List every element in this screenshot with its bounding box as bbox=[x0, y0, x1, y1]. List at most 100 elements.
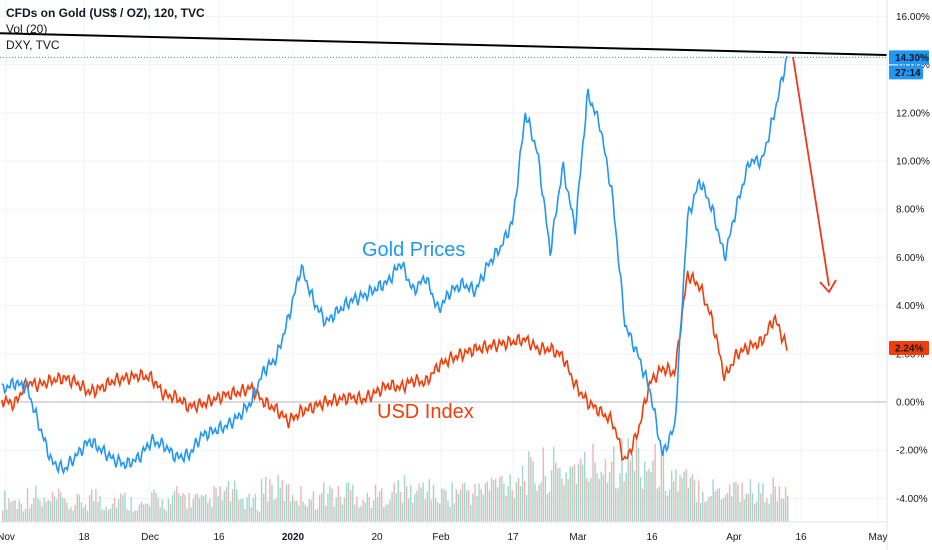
volume-bar bbox=[397, 480, 400, 522]
x-tick-label: 16 bbox=[795, 532, 807, 543]
volume-bar bbox=[24, 508, 27, 522]
symbol-legend[interactable]: CFDs on Gold (US$ / OZ), 120, TVC bbox=[6, 6, 205, 20]
compare-legend[interactable]: DXY, TVC bbox=[6, 38, 60, 52]
volume-bar bbox=[542, 447, 544, 522]
volume-legend[interactable]: Vol (20) bbox=[6, 22, 48, 36]
volume-bar bbox=[476, 496, 478, 522]
volume-bar bbox=[453, 503, 455, 522]
volume-bar bbox=[784, 486, 787, 522]
usd-index-line bbox=[1, 270, 788, 462]
volume-bar bbox=[271, 484, 273, 522]
volume-bar bbox=[509, 474, 511, 522]
volume-bar bbox=[12, 500, 14, 522]
volume-bar bbox=[720, 499, 723, 522]
volume-bar bbox=[751, 493, 754, 522]
volume-bar bbox=[399, 491, 402, 522]
volume-bar bbox=[76, 493, 78, 522]
x-tick-label: Dec bbox=[141, 532, 159, 543]
volume-bar bbox=[155, 492, 157, 522]
volume-bar bbox=[559, 467, 561, 522]
volume-bar bbox=[660, 447, 663, 522]
volume-bar bbox=[726, 492, 729, 522]
volume-bar bbox=[374, 484, 377, 522]
volume-bar bbox=[200, 494, 203, 522]
volume-bar bbox=[749, 479, 752, 522]
volume-bar bbox=[20, 503, 23, 522]
volume-bar bbox=[64, 498, 66, 522]
volume-bar bbox=[650, 471, 652, 522]
volume-bar bbox=[741, 482, 743, 522]
volume-bar bbox=[47, 499, 49, 522]
volume-bar bbox=[631, 453, 634, 522]
volume-bar bbox=[526, 495, 528, 522]
volume-bar bbox=[753, 504, 756, 522]
usd-index-annotation: USD Index bbox=[377, 401, 474, 423]
volume-bar bbox=[644, 461, 646, 522]
volume-bar bbox=[445, 490, 447, 522]
volume-bar bbox=[523, 480, 526, 522]
volume-bar bbox=[248, 493, 250, 522]
volume-bar bbox=[714, 491, 716, 522]
volume-bar bbox=[26, 488, 29, 522]
volume-bar bbox=[536, 490, 538, 522]
volume-bar bbox=[639, 477, 642, 522]
volume-bar bbox=[387, 504, 389, 522]
volume-bar bbox=[244, 508, 246, 522]
volume-bar bbox=[347, 482, 350, 522]
volume-bar bbox=[521, 465, 524, 522]
volume-bar bbox=[246, 497, 248, 522]
volume-bar bbox=[88, 495, 91, 522]
volume-bar bbox=[424, 499, 426, 522]
volume-bar bbox=[175, 486, 178, 522]
volume-bar bbox=[515, 482, 518, 522]
volume-bar bbox=[633, 470, 636, 522]
volume-bar bbox=[538, 484, 540, 522]
volume-bar bbox=[546, 494, 549, 522]
volume-bar bbox=[410, 484, 412, 522]
volume-bar bbox=[451, 482, 453, 522]
volume-bar bbox=[107, 509, 110, 522]
trend-line bbox=[0, 32, 888, 56]
volume-bar bbox=[74, 504, 76, 522]
volume-bar bbox=[331, 488, 333, 522]
volume-bar bbox=[320, 492, 323, 522]
volume-bar bbox=[151, 492, 153, 522]
volume-bar bbox=[700, 502, 702, 522]
volume-bar bbox=[671, 470, 673, 522]
volume-bar bbox=[165, 511, 168, 522]
volume-bar bbox=[211, 507, 213, 522]
volume-bar bbox=[130, 497, 132, 522]
volume-bar bbox=[55, 499, 58, 522]
volume-bar bbox=[105, 506, 107, 522]
volume-bar bbox=[681, 477, 683, 522]
volume-bar bbox=[739, 501, 741, 522]
volume-bar bbox=[550, 470, 553, 522]
volume-bar bbox=[277, 475, 279, 522]
volume-bar bbox=[770, 493, 772, 522]
volume-bar bbox=[144, 503, 147, 522]
volume-bar bbox=[101, 509, 103, 522]
volume-bar bbox=[532, 461, 534, 522]
y-tick-label: 0.00% bbox=[896, 398, 924, 409]
volume-bar bbox=[712, 479, 714, 522]
volume-bar bbox=[171, 495, 174, 522]
volume-bar bbox=[426, 491, 429, 522]
volume-bar bbox=[186, 508, 188, 522]
volume-bar bbox=[366, 492, 368, 522]
volume-bar bbox=[62, 497, 64, 522]
volume-bar bbox=[499, 477, 501, 522]
volume-bar bbox=[567, 478, 569, 522]
volume-bar bbox=[273, 499, 275, 522]
volume-bar bbox=[393, 483, 395, 522]
volume-bar bbox=[157, 497, 159, 522]
volume-bar bbox=[581, 464, 584, 522]
volume-bar bbox=[279, 487, 281, 522]
volume-bar bbox=[760, 493, 762, 522]
y-tick-label: 8.00% bbox=[896, 205, 924, 216]
volume-bar bbox=[223, 491, 226, 522]
volume-bar bbox=[441, 488, 443, 522]
volume-bar bbox=[298, 505, 300, 522]
volume-bar bbox=[22, 511, 25, 522]
volume-bar bbox=[675, 469, 677, 522]
